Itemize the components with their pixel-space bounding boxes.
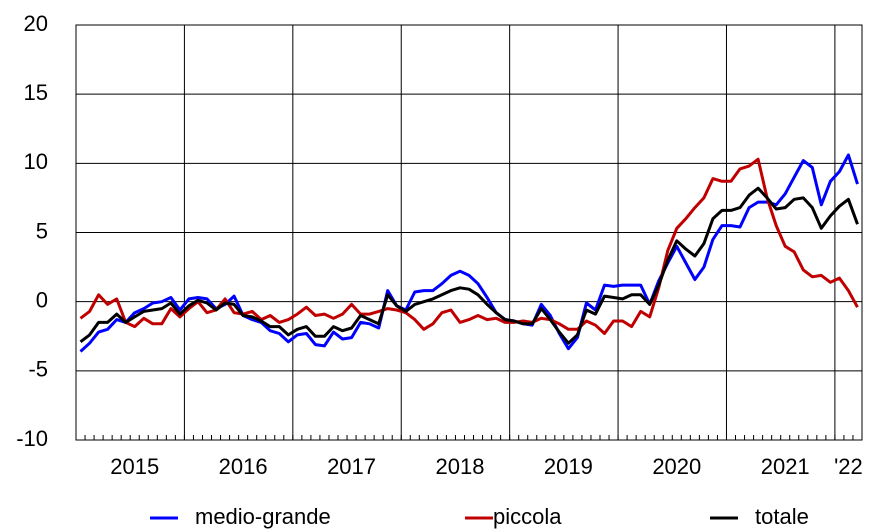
- x-tick-label: 2015: [110, 454, 159, 479]
- y-tick-label: -5: [28, 357, 48, 382]
- x-tick-label: 2018: [435, 454, 484, 479]
- series-line: [79, 186, 859, 345]
- x-tick-label: 2017: [327, 454, 376, 479]
- x-tick-label: 2016: [219, 454, 268, 479]
- x-tick-label: 2020: [652, 454, 701, 479]
- x-tick-label: 2019: [544, 454, 593, 479]
- x-tick-label: '22: [834, 454, 863, 479]
- y-tick-label: 0: [36, 287, 48, 312]
- y-tick-label: -10: [16, 426, 48, 451]
- series-line: [79, 153, 859, 353]
- legend-label: piccola: [493, 504, 562, 529]
- y-tick-label: 5: [36, 218, 48, 243]
- y-tick-label: 10: [24, 149, 48, 174]
- plot-frame: [75, 24, 863, 441]
- y-tick-label: 15: [24, 80, 48, 105]
- x-tick-label: 2021: [761, 454, 810, 479]
- legend-label: totale: [755, 504, 809, 529]
- y-tick-label: 20: [24, 11, 48, 36]
- series-line: [79, 157, 859, 335]
- legend-label: medio-grande: [195, 504, 331, 529]
